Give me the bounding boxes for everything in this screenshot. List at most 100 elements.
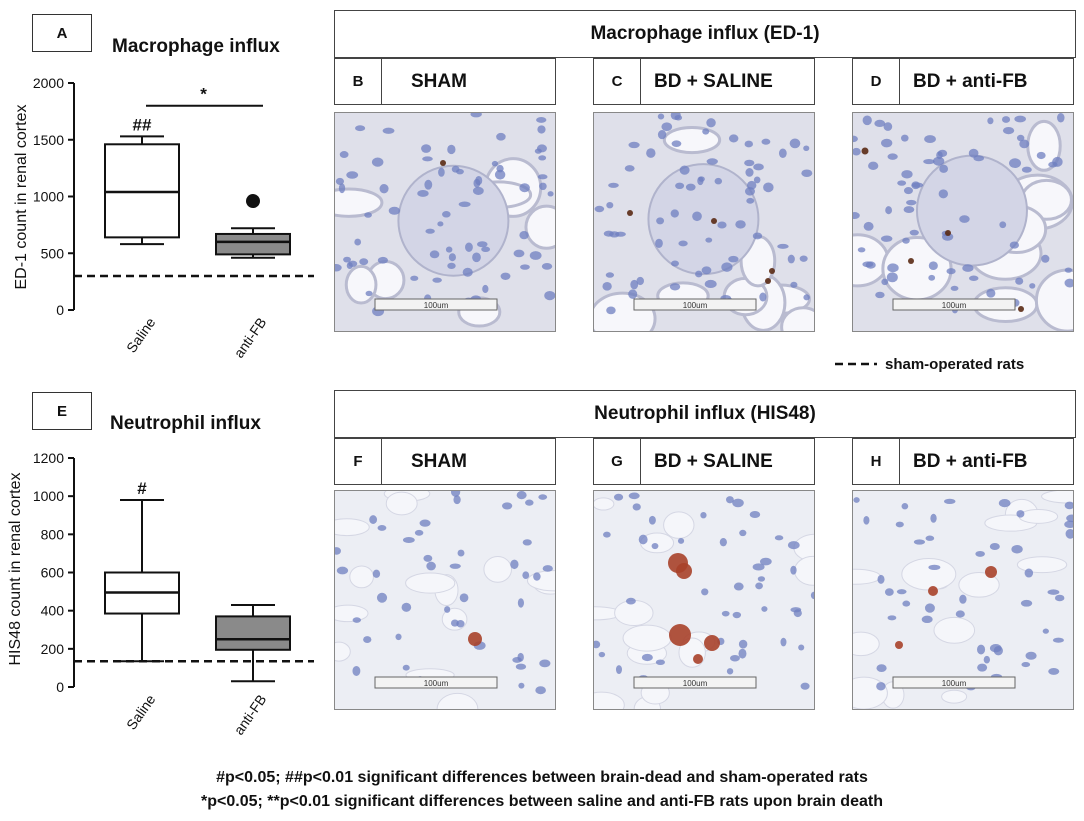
panel-letter-f: F <box>335 439 382 484</box>
cell-nucleus <box>930 513 937 523</box>
cell-nucleus <box>706 118 716 128</box>
cell-nucleus <box>537 125 546 134</box>
condition-label-c: BD + SALINE <box>654 70 773 92</box>
significance-saline-vs-antifb: * <box>200 85 207 104</box>
cell-nucleus <box>868 161 879 171</box>
cell-nucleus <box>704 279 717 289</box>
micrograph-h-antifb-his48: 100um <box>852 490 1074 710</box>
tissue-fiber <box>941 689 968 704</box>
cell-nucleus <box>938 189 949 199</box>
cell-nucleus <box>968 275 979 281</box>
label-row-f: F SHAM <box>334 438 556 485</box>
cell-nucleus <box>354 238 362 246</box>
cell-nucleus <box>909 229 919 236</box>
neutrophil-box-chart: 0 200 400 600 800 1000 1200 Saline anti-FB # <box>33 450 314 738</box>
cell-nucleus <box>516 491 527 500</box>
cell-nucleus <box>594 640 601 649</box>
cell-nucleus <box>798 644 805 651</box>
cell-nucleus <box>641 653 653 662</box>
cell-nucleus <box>444 606 451 613</box>
cell-nucleus <box>1020 599 1033 607</box>
micrograph-g-saline-his48: 100um <box>593 490 815 710</box>
tissue-fiber <box>594 497 615 511</box>
stained-cell <box>627 210 633 216</box>
stained-cell <box>908 258 914 264</box>
cell-nucleus <box>874 119 886 128</box>
cell-nucleus <box>1001 116 1011 123</box>
panel-letter-d: D <box>853 59 900 104</box>
cell-nucleus <box>875 291 885 299</box>
cell-nucleus <box>983 655 991 664</box>
cell-nucleus <box>706 158 718 165</box>
macrophage-box-chart: 0 500 1000 1500 2000 Saline anti-FB ## * <box>33 75 314 361</box>
cell-nucleus <box>863 221 874 231</box>
cell-nucleus <box>749 510 761 518</box>
cell-nucleus <box>402 537 415 543</box>
cell-nucleus <box>1009 158 1022 169</box>
cell-nucleus <box>655 659 665 665</box>
cell-nucleus <box>950 285 959 291</box>
cell-nucleus <box>402 664 410 671</box>
cell-nucleus <box>482 284 489 294</box>
footnote-star-significance: *p<0.05; **p<0.01 significant difference… <box>201 793 883 810</box>
cell-nucleus <box>726 668 734 675</box>
cell-nucleus <box>692 211 702 222</box>
tissue-fiber <box>349 565 374 589</box>
cell-nucleus <box>752 563 765 571</box>
tissue-fiber <box>663 511 695 539</box>
cell-nucleus <box>513 249 525 258</box>
scale-bar-label: 100um <box>942 301 967 310</box>
cell-nucleus <box>959 594 967 604</box>
cell-nucleus <box>424 179 433 190</box>
cell-nucleus <box>1066 514 1073 523</box>
cell-nucleus <box>968 148 979 158</box>
cell-nucleus <box>536 117 547 123</box>
scale-bar <box>892 676 1016 689</box>
cell-nucleus <box>447 262 456 269</box>
cell-nucleus <box>886 272 898 283</box>
cell-nucleus <box>702 128 710 135</box>
tissue-fiber <box>622 624 672 652</box>
cell-nucleus <box>939 164 949 173</box>
cell-nucleus <box>887 263 899 273</box>
y-tick-label: 200 <box>41 641 65 657</box>
cell-nucleus <box>937 149 948 157</box>
cell-nucleus <box>458 201 471 207</box>
cell-nucleus <box>615 665 623 674</box>
cell-nucleus <box>636 276 644 286</box>
cell-nucleus <box>721 262 733 272</box>
cell-nucleus <box>719 538 727 547</box>
cell-nucleus <box>512 656 522 663</box>
cell-nucleus <box>738 648 747 659</box>
cell-nucleus <box>348 260 358 267</box>
cell-nucleus <box>335 177 345 185</box>
scale-bar-label: 100um <box>424 301 449 310</box>
cell-nucleus <box>717 221 727 229</box>
cell-nucleus <box>670 113 681 120</box>
cell-nucleus <box>1054 594 1065 602</box>
cell-nucleus <box>679 165 690 175</box>
cell-nucleus <box>903 206 915 214</box>
cell-nucleus <box>793 609 802 618</box>
cell-nucleus <box>544 290 555 301</box>
cell-nucleus <box>365 290 373 297</box>
cell-nucleus <box>421 144 432 153</box>
cell-nucleus <box>881 138 893 148</box>
cell-nucleus <box>884 588 894 596</box>
y-tick-label: 1500 <box>33 132 64 148</box>
cell-nucleus <box>790 565 797 575</box>
cell-nucleus <box>606 306 616 315</box>
cell-nucleus <box>613 493 624 501</box>
cell-nucleus <box>539 659 551 668</box>
y-tick-label: 2000 <box>33 75 64 91</box>
legend-dashed-line <box>835 362 877 366</box>
cell-nucleus <box>541 262 553 270</box>
cell-nucleus <box>336 566 349 575</box>
cell-nucleus <box>700 511 707 519</box>
cell-nucleus <box>863 516 870 525</box>
stained-cell <box>440 160 446 166</box>
cell-nucleus <box>925 535 935 541</box>
micrograph-c-saline-ed1: 100um <box>593 112 815 332</box>
cell-nucleus <box>753 163 764 171</box>
cell-nucleus <box>735 220 746 229</box>
